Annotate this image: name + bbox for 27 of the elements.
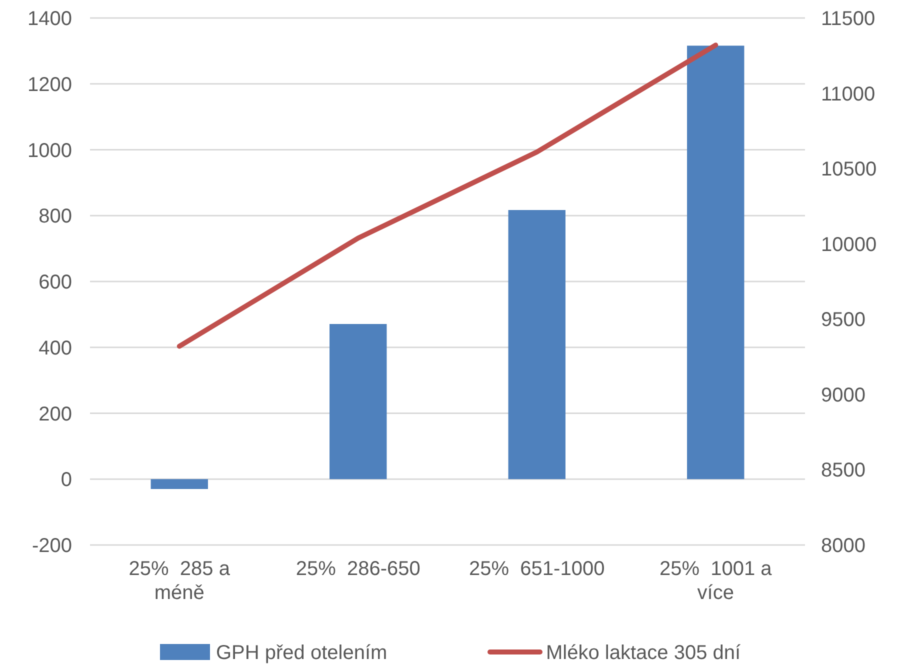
- legend-label: Mléko laktace 305 dní: [546, 642, 742, 664]
- legend-label: GPH před otelením: [216, 642, 388, 664]
- y2-tick-label: 8500: [821, 460, 866, 482]
- y2-tick-label: 11500: [821, 8, 876, 30]
- y-tick-label: 1200: [28, 74, 72, 96]
- y-tick-label: 200: [38, 403, 72, 426]
- bar: [687, 46, 744, 480]
- y2-tick-label: 9500: [821, 309, 866, 332]
- y-tick-label: 400: [38, 337, 72, 360]
- y2-tick-label: 11000: [821, 83, 876, 106]
- y-tick-label: 1000: [28, 140, 72, 162]
- x-tick-label: 25% 651-1000: [469, 558, 605, 580]
- y-tick-label: 0: [60, 469, 72, 492]
- bar: [508, 210, 566, 480]
- y2-tick-label: 10000: [821, 234, 877, 256]
- x-tick-label: 25% 285 a méně: [128, 558, 231, 604]
- y2-tick-label: 10500: [821, 158, 877, 181]
- y-tick-label: 800: [38, 206, 72, 228]
- bar: [330, 324, 387, 480]
- x-tick-label: 25% 1001 a více: [659, 558, 773, 604]
- y-tick-label: 600: [38, 272, 72, 294]
- x-tick-label: 25% 286-650: [296, 558, 420, 580]
- y2-tick-label: 8000: [821, 535, 866, 557]
- y-tick-label: 1400: [28, 8, 72, 30]
- y2-tick-label: 9000: [821, 384, 866, 406]
- bar: [150, 479, 208, 490]
- y-tick-label: -200: [32, 535, 72, 557]
